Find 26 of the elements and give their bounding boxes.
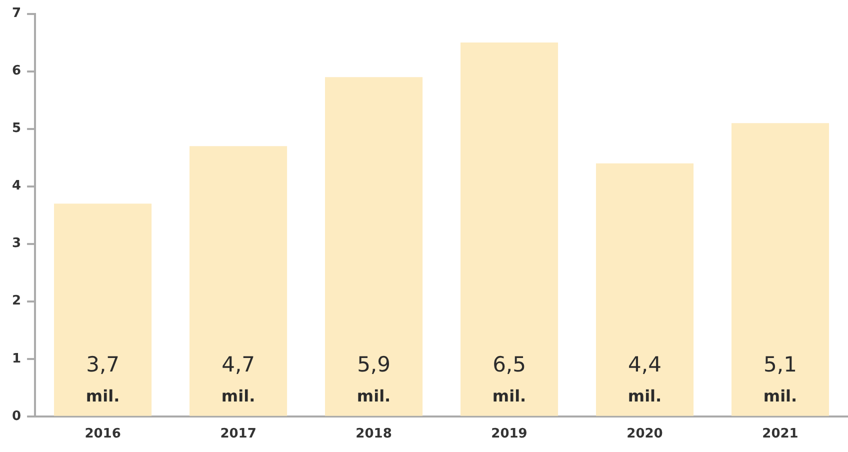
y-tick-label: 2 (12, 294, 22, 309)
x-tick-label: 2017 (220, 426, 256, 442)
y-tick-label: 6 (12, 64, 22, 79)
x-tick-label: 2021 (762, 426, 798, 442)
x-tick-label: 2016 (84, 426, 121, 442)
bar (325, 77, 423, 416)
x-tick-label: 2019 (491, 426, 528, 442)
x-tick-label: 2018 (356, 426, 392, 442)
x-tick-label: 2020 (626, 426, 663, 442)
data-label: 3,7 mil. (86, 352, 120, 406)
y-tick-label: 0 (12, 408, 22, 424)
y-tick-label: 7 (12, 6, 22, 22)
data-label: 4,7 mil. (221, 352, 256, 406)
y-tick-label: 5 (12, 121, 22, 136)
y-tick-label: 3 (12, 236, 22, 252)
data-label: 5,9 mil. (356, 352, 391, 406)
data-label: 4,4 mil. (628, 352, 662, 406)
bar (54, 204, 152, 416)
bar (460, 42, 558, 416)
data-label: 6,5 mil. (492, 352, 526, 406)
bar (190, 146, 288, 416)
bar (731, 123, 830, 416)
bar (596, 163, 694, 416)
data-label: 5,1 mil. (763, 352, 798, 406)
y-tick-label: 1 (12, 351, 22, 366)
y-tick-label: 4 (12, 178, 22, 194)
